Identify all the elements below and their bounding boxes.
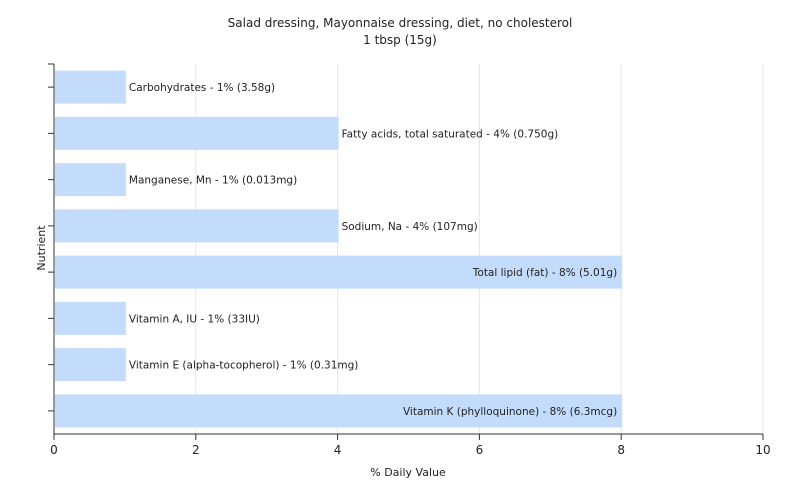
x-tick-label: 4 [334,443,342,457]
bar [55,348,126,382]
bar [55,301,126,335]
bar [55,116,339,150]
bar-label: Sodium, Na - 4% (107mg) [342,221,478,233]
bar-label: Vitamin A, IU - 1% (33IU) [129,313,260,325]
bar-label: Carbohydrates - 1% (3.58g) [129,82,275,94]
bar-label: Fatty acids, total saturated - 4% (0.750… [342,128,559,140]
x-tick-label: 10 [755,443,770,457]
bar [55,70,126,104]
bar-label: Manganese, Mn - 1% (0.013mg) [129,175,297,187]
x-tick-label: 8 [617,443,625,457]
axes: 0 2 4 6 8 10 [48,63,771,457]
bar [55,209,339,243]
chart-title: Salad dressing, Mayonnaise dressing, die… [228,16,573,30]
x-tick-label: 0 [50,443,58,457]
bars: Carbohydrates - 1% (3.58g) Fatty acids, t… [55,70,623,428]
bar-label: Vitamin K (phylloquinone) - 8% (6.3mcg) [403,406,617,418]
chart-subtitle: 1 tbsp (15g) [363,33,437,47]
bar-label: Total lipid (fat) - 8% (5.01g) [472,267,617,279]
bar [55,163,126,197]
bar-label: Vitamin E (alpha-tocopherol) - 1% (0.31m… [129,360,359,372]
bar [55,394,623,428]
x-tick-label: 6 [476,443,484,457]
x-axis-label: % Daily Value [370,466,446,479]
x-tick-label: 2 [192,443,200,457]
y-axis-label: Nutrient [35,225,48,271]
bar [55,255,623,289]
